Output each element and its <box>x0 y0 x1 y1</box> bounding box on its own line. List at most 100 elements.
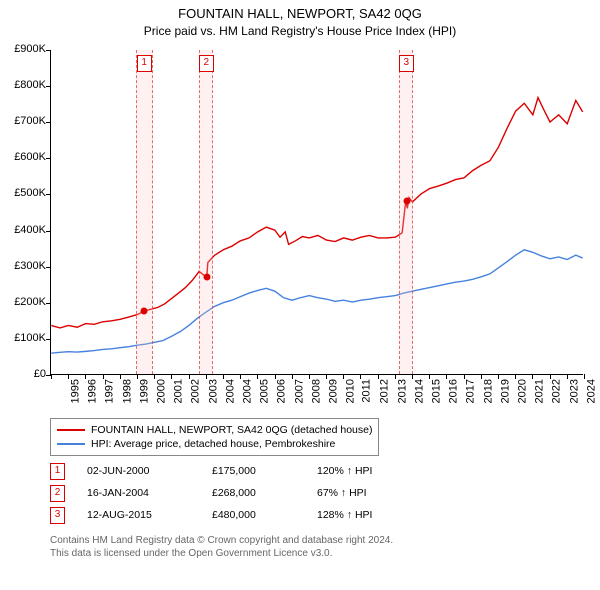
attribution-text: Contains HM Land Registry data © Crown c… <box>50 535 393 560</box>
sale-marker-box: 2 <box>199 55 214 72</box>
y-tick-mark <box>46 231 51 232</box>
x-tick-label: 2014 <box>413 379 425 403</box>
x-tick-label: 2013 <box>396 379 408 403</box>
x-tick-mark <box>292 374 293 379</box>
x-tick-mark <box>584 374 585 379</box>
x-tick-mark <box>223 374 224 379</box>
x-tick-mark <box>103 374 104 379</box>
x-tick-mark <box>481 374 482 379</box>
y-tick-mark <box>46 267 51 268</box>
x-tick-label: 2009 <box>327 379 339 403</box>
x-tick-mark <box>567 374 568 379</box>
sale-marker-box: 1 <box>137 55 152 72</box>
x-tick-label: 1995 <box>69 379 81 403</box>
sale-price: £175,000 <box>212 465 317 477</box>
x-tick-mark <box>378 374 379 379</box>
sales-table: 1 02-JUN-2000£175,000120% ↑ HPI 2 16-JAN-20… <box>50 460 417 526</box>
x-tick-label: 2004 <box>241 379 253 403</box>
x-tick-label: 2019 <box>499 379 511 403</box>
sale-date: 02-JUN-2000 <box>87 465 212 477</box>
x-tick-mark <box>240 374 241 379</box>
sale-table-box: 2 <box>50 485 65 502</box>
y-tick-mark <box>46 86 51 87</box>
x-tick-label: 2012 <box>379 379 391 403</box>
x-tick-mark <box>446 374 447 379</box>
series-line <box>51 250 582 353</box>
y-tick-mark <box>46 339 51 340</box>
attribution-line-1: Contains HM Land Registry data © Crown c… <box>50 535 393 548</box>
x-tick-label: 2021 <box>534 379 546 403</box>
sale-point-marker <box>203 274 210 281</box>
x-tick-mark <box>550 374 551 379</box>
x-tick-mark <box>137 374 138 379</box>
x-tick-mark <box>515 374 516 379</box>
y-tick-mark <box>46 194 51 195</box>
legend-label: FOUNTAIN HALL, NEWPORT, SA42 0QG (detach… <box>91 424 372 436</box>
sale-change: 128% ↑ HPI <box>317 509 417 521</box>
x-tick-mark <box>120 374 121 379</box>
legend-swatch <box>57 429 85 431</box>
x-tick-label: 2007 <box>293 379 305 403</box>
chart-subtitle: Price paid vs. HM Land Registry's House … <box>0 24 600 38</box>
x-tick-mark <box>51 374 52 379</box>
y-tick-mark <box>46 158 51 159</box>
x-tick-mark <box>412 374 413 379</box>
x-tick-label: 2006 <box>276 379 288 403</box>
plot-area: £0£100K£200K£300K£400K£500K£600K£700K£80… <box>50 50 583 375</box>
x-tick-mark <box>532 374 533 379</box>
x-tick-label: 2024 <box>585 379 597 403</box>
chart-container: FOUNTAIN HALL, NEWPORT, SA42 0QG Price p… <box>0 0 600 590</box>
legend: FOUNTAIN HALL, NEWPORT, SA42 0QG (detach… <box>50 418 379 456</box>
x-tick-label: 1996 <box>87 379 99 403</box>
x-tick-label: 2018 <box>482 379 494 403</box>
sale-marker-box: 3 <box>399 55 414 72</box>
legend-row: HPI: Average price, detached house, Pemb… <box>57 437 372 451</box>
x-tick-mark <box>395 374 396 379</box>
x-tick-mark <box>343 374 344 379</box>
x-tick-mark <box>206 374 207 379</box>
x-tick-label: 2010 <box>345 379 357 403</box>
y-tick-label: £900K <box>14 43 51 55</box>
sale-table-row: 312-AUG-2015£480,000128% ↑ HPI <box>50 504 417 526</box>
x-tick-mark <box>309 374 310 379</box>
x-tick-mark <box>68 374 69 379</box>
sale-price: £268,000 <box>212 487 317 499</box>
x-tick-mark <box>275 374 276 379</box>
x-tick-label: 2022 <box>551 379 563 403</box>
sale-table-box: 3 <box>50 507 65 524</box>
sale-change: 120% ↑ HPI <box>317 465 417 477</box>
sale-date: 16-JAN-2004 <box>87 487 212 499</box>
series-line <box>51 98 582 328</box>
x-tick-mark <box>429 374 430 379</box>
sale-band <box>136 50 153 374</box>
x-tick-label: 2001 <box>173 379 185 403</box>
x-tick-label: 2020 <box>517 379 529 403</box>
x-tick-mark <box>257 374 258 379</box>
x-tick-label: 2004 <box>224 379 236 403</box>
legend-row: FOUNTAIN HALL, NEWPORT, SA42 0QG (detach… <box>57 423 372 437</box>
sale-date: 12-AUG-2015 <box>87 509 212 521</box>
x-tick-label: 2002 <box>190 379 202 403</box>
x-tick-label: 2005 <box>259 379 271 403</box>
x-tick-label: 2015 <box>431 379 443 403</box>
x-tick-mark <box>85 374 86 379</box>
y-tick-label: £0 <box>34 368 51 380</box>
x-tick-label: 2003 <box>207 379 219 403</box>
sale-table-box: 1 <box>50 463 65 480</box>
x-tick-label: 2017 <box>465 379 477 403</box>
sale-band <box>399 50 413 374</box>
y-tick-mark <box>46 50 51 51</box>
legend-label: HPI: Average price, detached house, Pemb… <box>91 438 335 450</box>
chart-title: FOUNTAIN HALL, NEWPORT, SA42 0QG <box>0 6 600 21</box>
x-tick-label: 1997 <box>104 379 116 403</box>
x-tick-label: 2016 <box>448 379 460 403</box>
sale-band <box>199 50 213 374</box>
x-tick-label: 2011 <box>361 379 373 403</box>
sale-point-marker <box>403 197 410 204</box>
sale-table-row: 1 02-JUN-2000£175,000120% ↑ HPI <box>50 460 417 482</box>
sale-change: 67% ↑ HPI <box>317 487 417 499</box>
y-tick-mark <box>46 122 51 123</box>
x-tick-mark <box>154 374 155 379</box>
x-tick-mark <box>498 374 499 379</box>
x-tick-label: 2023 <box>568 379 580 403</box>
